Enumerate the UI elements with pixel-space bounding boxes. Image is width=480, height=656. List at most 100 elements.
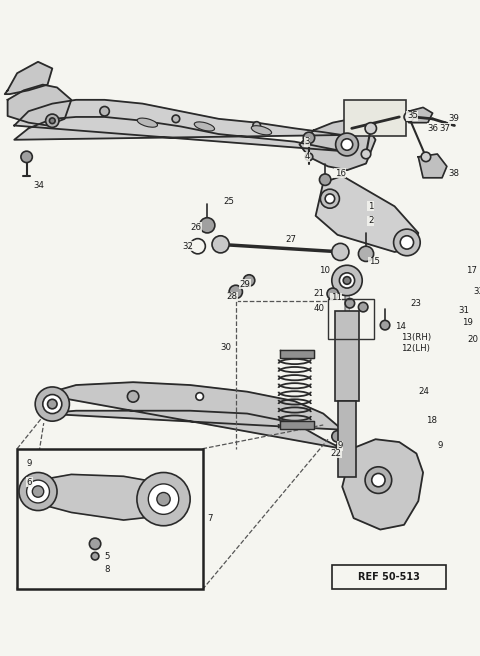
Text: 24: 24: [418, 387, 429, 396]
Circle shape: [319, 174, 331, 186]
Text: 21: 21: [314, 289, 325, 298]
Circle shape: [19, 472, 57, 510]
Polygon shape: [300, 119, 375, 170]
Polygon shape: [418, 154, 447, 178]
Bar: [328, 300, 373, 339]
Bar: [344, 100, 406, 136]
Text: 7: 7: [207, 514, 213, 523]
Circle shape: [404, 112, 414, 122]
Text: 18: 18: [426, 416, 437, 424]
Circle shape: [341, 139, 353, 150]
Text: 19: 19: [462, 318, 473, 327]
Text: 36: 36: [428, 124, 439, 133]
Circle shape: [339, 273, 355, 288]
Text: REF 50-513: REF 50-513: [358, 572, 420, 582]
Bar: [338, 401, 356, 478]
Text: 9: 9: [26, 459, 32, 468]
Text: 37: 37: [439, 124, 450, 133]
Text: 13(RH): 13(RH): [401, 333, 432, 342]
Ellipse shape: [194, 122, 215, 131]
Text: 1: 1: [368, 202, 373, 211]
Text: 40: 40: [314, 304, 325, 314]
Circle shape: [332, 431, 343, 442]
Text: 32: 32: [182, 242, 193, 251]
Text: 39: 39: [449, 114, 460, 123]
Polygon shape: [5, 62, 52, 94]
Circle shape: [229, 285, 242, 298]
Circle shape: [336, 133, 359, 156]
Text: 31: 31: [458, 306, 469, 316]
Text: 3: 3: [304, 137, 310, 146]
Circle shape: [46, 114, 59, 127]
Circle shape: [43, 394, 62, 413]
Circle shape: [325, 194, 335, 203]
Circle shape: [345, 298, 355, 308]
Circle shape: [157, 493, 170, 506]
Text: 26: 26: [190, 223, 201, 232]
Circle shape: [212, 236, 229, 253]
Text: 27: 27: [285, 235, 296, 244]
Circle shape: [332, 265, 362, 296]
Circle shape: [327, 288, 338, 300]
Circle shape: [332, 243, 349, 260]
Circle shape: [361, 150, 371, 159]
Circle shape: [137, 472, 190, 525]
Text: 38: 38: [449, 169, 460, 178]
Text: 33: 33: [473, 287, 480, 297]
Circle shape: [32, 486, 44, 497]
Circle shape: [303, 132, 315, 144]
Polygon shape: [280, 421, 314, 429]
Bar: [335, 311, 360, 401]
Circle shape: [400, 236, 414, 249]
Text: 9: 9: [437, 441, 443, 451]
Text: 16: 16: [335, 169, 346, 178]
Text: 20: 20: [468, 335, 479, 344]
Polygon shape: [342, 440, 423, 529]
Polygon shape: [43, 382, 342, 449]
FancyBboxPatch shape: [332, 565, 446, 590]
Text: 11: 11: [331, 293, 342, 302]
Text: 28: 28: [226, 292, 237, 301]
Circle shape: [343, 277, 351, 284]
Circle shape: [320, 189, 339, 208]
Circle shape: [359, 246, 373, 262]
Circle shape: [305, 153, 313, 161]
Circle shape: [365, 123, 376, 134]
Text: 30: 30: [221, 342, 231, 352]
Text: 35: 35: [407, 112, 418, 121]
Text: 34: 34: [33, 181, 44, 190]
Text: 17: 17: [466, 266, 477, 276]
Text: 23: 23: [411, 298, 422, 308]
Text: 14: 14: [395, 321, 406, 331]
Text: 5: 5: [105, 552, 110, 561]
Ellipse shape: [137, 118, 157, 127]
Text: 12(LH): 12(LH): [401, 344, 430, 354]
Circle shape: [100, 106, 109, 116]
Circle shape: [35, 387, 70, 421]
Circle shape: [49, 118, 55, 123]
Polygon shape: [14, 100, 342, 151]
Text: 10: 10: [319, 266, 330, 276]
Polygon shape: [316, 176, 418, 252]
Text: 29: 29: [240, 279, 251, 289]
Circle shape: [421, 152, 431, 161]
Bar: [17, 449, 203, 590]
Polygon shape: [8, 85, 72, 125]
Circle shape: [365, 467, 392, 493]
Circle shape: [460, 436, 471, 448]
Text: 8: 8: [105, 565, 110, 574]
Circle shape: [127, 391, 139, 402]
Circle shape: [336, 440, 348, 451]
Circle shape: [48, 400, 57, 409]
Circle shape: [32, 450, 44, 461]
Circle shape: [394, 229, 420, 256]
Polygon shape: [28, 474, 185, 520]
Text: 2: 2: [368, 216, 373, 225]
Circle shape: [196, 393, 204, 400]
Circle shape: [21, 151, 32, 163]
Polygon shape: [280, 350, 314, 358]
Circle shape: [372, 474, 385, 487]
Circle shape: [26, 480, 49, 503]
Text: 22: 22: [331, 449, 342, 458]
Text: 4: 4: [304, 152, 310, 161]
